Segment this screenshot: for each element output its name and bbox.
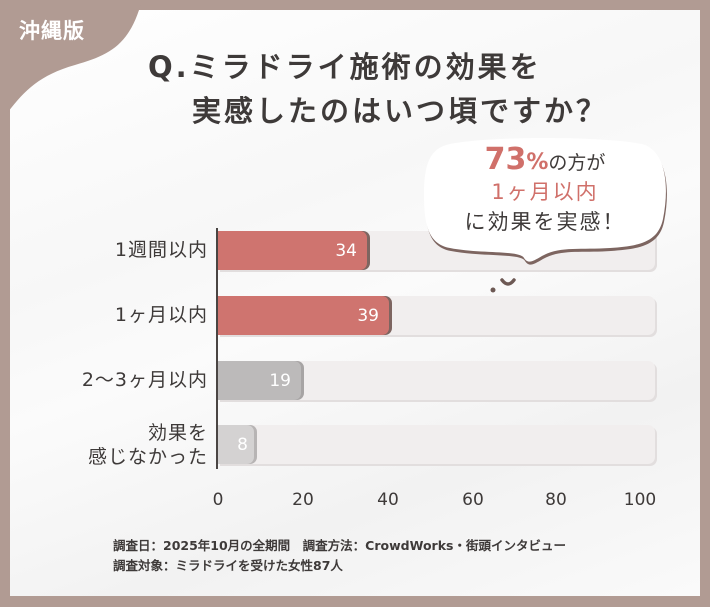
y-axis-line <box>216 228 218 469</box>
x-tick: 0 <box>212 490 224 510</box>
bar-value: 39 <box>357 305 379 326</box>
region-badge: 沖縄版 <box>19 19 85 43</box>
callout-line1-suffix: の方が <box>548 152 606 174</box>
callout-percent: 73 <box>484 142 527 177</box>
bar-no-effect: 8 <box>218 425 254 464</box>
callout-line2: 1ヶ月以内 <box>491 180 599 204</box>
x-tick: 100 <box>623 490 657 510</box>
category-label-line: 効果を <box>147 422 208 444</box>
x-tick: 60 <box>462 490 484 510</box>
category-label: 効果を 感じなかった <box>88 421 208 469</box>
bar-1week: 34 <box>218 231 367 270</box>
bar-value: 8 <box>237 434 248 455</box>
bar-1month: 39 <box>218 296 389 335</box>
category-label: 1週間以内 <box>114 239 208 261</box>
survey-info-line2: 調査対象：ミラドライを受けた女性87人 <box>113 558 343 573</box>
question-title-line2: 実感したのはいつ頃ですか？ <box>192 94 609 128</box>
callout-percent-sign: % <box>526 150 549 175</box>
category-label-line: 感じなかった <box>87 446 208 468</box>
bar-value: 19 <box>269 370 291 391</box>
speech-bubble <box>424 138 667 293</box>
callout-text: 73%の方が 1ヶ月以内 に効果を実感！ <box>420 142 670 236</box>
bar-track <box>218 425 655 464</box>
callout-line3: に効果を実感！ <box>464 210 626 234</box>
category-label: 2〜3ヶ月以内 <box>81 369 208 391</box>
survey-info-line1: 調査日：2025年10月の全期間 調査方法：CrowdWorks・街頭インタビュ… <box>113 538 566 553</box>
x-tick: 80 <box>545 490 567 510</box>
category-label: 1ヶ月以内 <box>114 304 208 326</box>
x-tick: 20 <box>292 490 314 510</box>
question-title-line1: Q.ミラドライ施術の効果を <box>148 50 542 84</box>
corner-decoration <box>0 0 142 112</box>
bar-value: 34 <box>335 240 357 261</box>
bar-2-3months: 19 <box>218 361 301 400</box>
x-tick: 40 <box>377 490 399 510</box>
